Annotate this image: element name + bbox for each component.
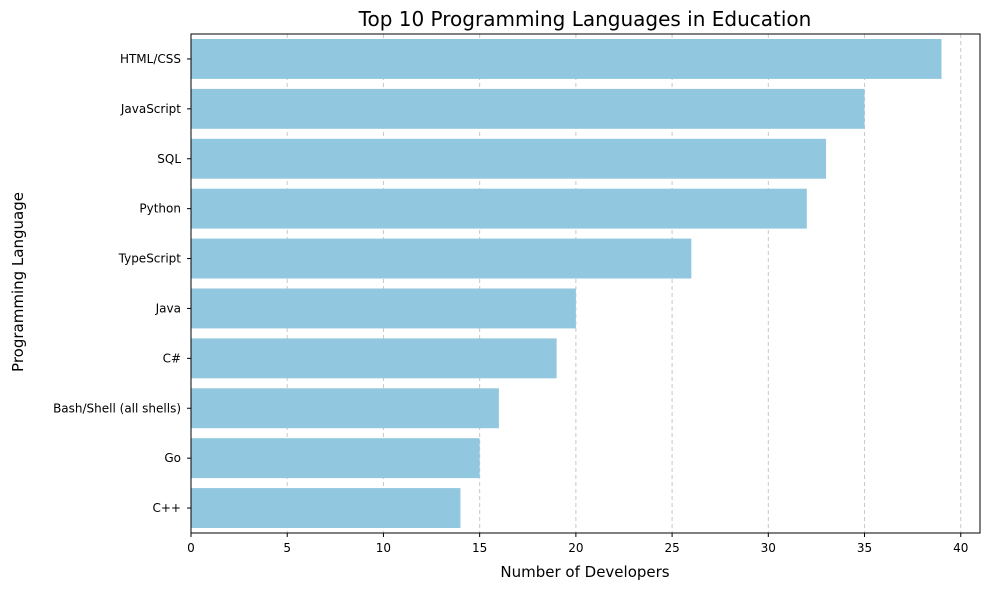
bar-7 [191,388,499,429]
ticks-layer: HTML/CSS JavaScript SQL Python TypeScript Jav… [53,52,968,555]
x-tick-label-4: 20 [568,541,583,555]
x-tick-label-6: 30 [761,541,776,555]
y-tick-label-6: C# [163,351,181,365]
x-tick-label-2: 10 [376,541,391,555]
bar-4 [191,238,692,279]
y-tick-label-7: Bash/Shell (all shells) [53,401,181,415]
bar-9 [191,488,461,529]
bar-6 [191,338,557,379]
x-tick-label-8: 40 [953,541,968,555]
x-tick-label-1: 5 [283,541,291,555]
y-tick-label-8: Go [164,451,181,465]
y-tick-label-2: SQL [157,152,181,166]
bar-8 [191,438,480,479]
axes-layer [190,33,981,534]
y-tick-label-5: Java [155,301,181,315]
y-tick-label-9: C++ [153,501,182,515]
x-tick-label-0: 0 [187,541,195,555]
x-tick-label-5: 25 [664,541,679,555]
x-tick-label-3: 15 [472,541,487,555]
y-tick-label-4: TypeScript [118,252,182,266]
bar-5 [191,288,576,329]
y-tick-label-3: Python [139,202,181,216]
y-axis-label: Programming Language [9,192,27,372]
bars-layer [191,38,942,529]
plot-frame [190,33,981,534]
chart-title: Top 10 Programming Languages in Educatio… [358,7,812,31]
y-tick-label-1: JavaScript [120,102,181,116]
bar-2 [191,138,827,179]
y-tick-label-0: HTML/CSS [120,52,181,66]
x-tick-label-7: 35 [857,541,872,555]
bar-3 [191,188,807,229]
x-axis-label: Number of Developers [500,563,669,581]
bar-0 [191,38,942,79]
bar-1 [191,88,865,129]
